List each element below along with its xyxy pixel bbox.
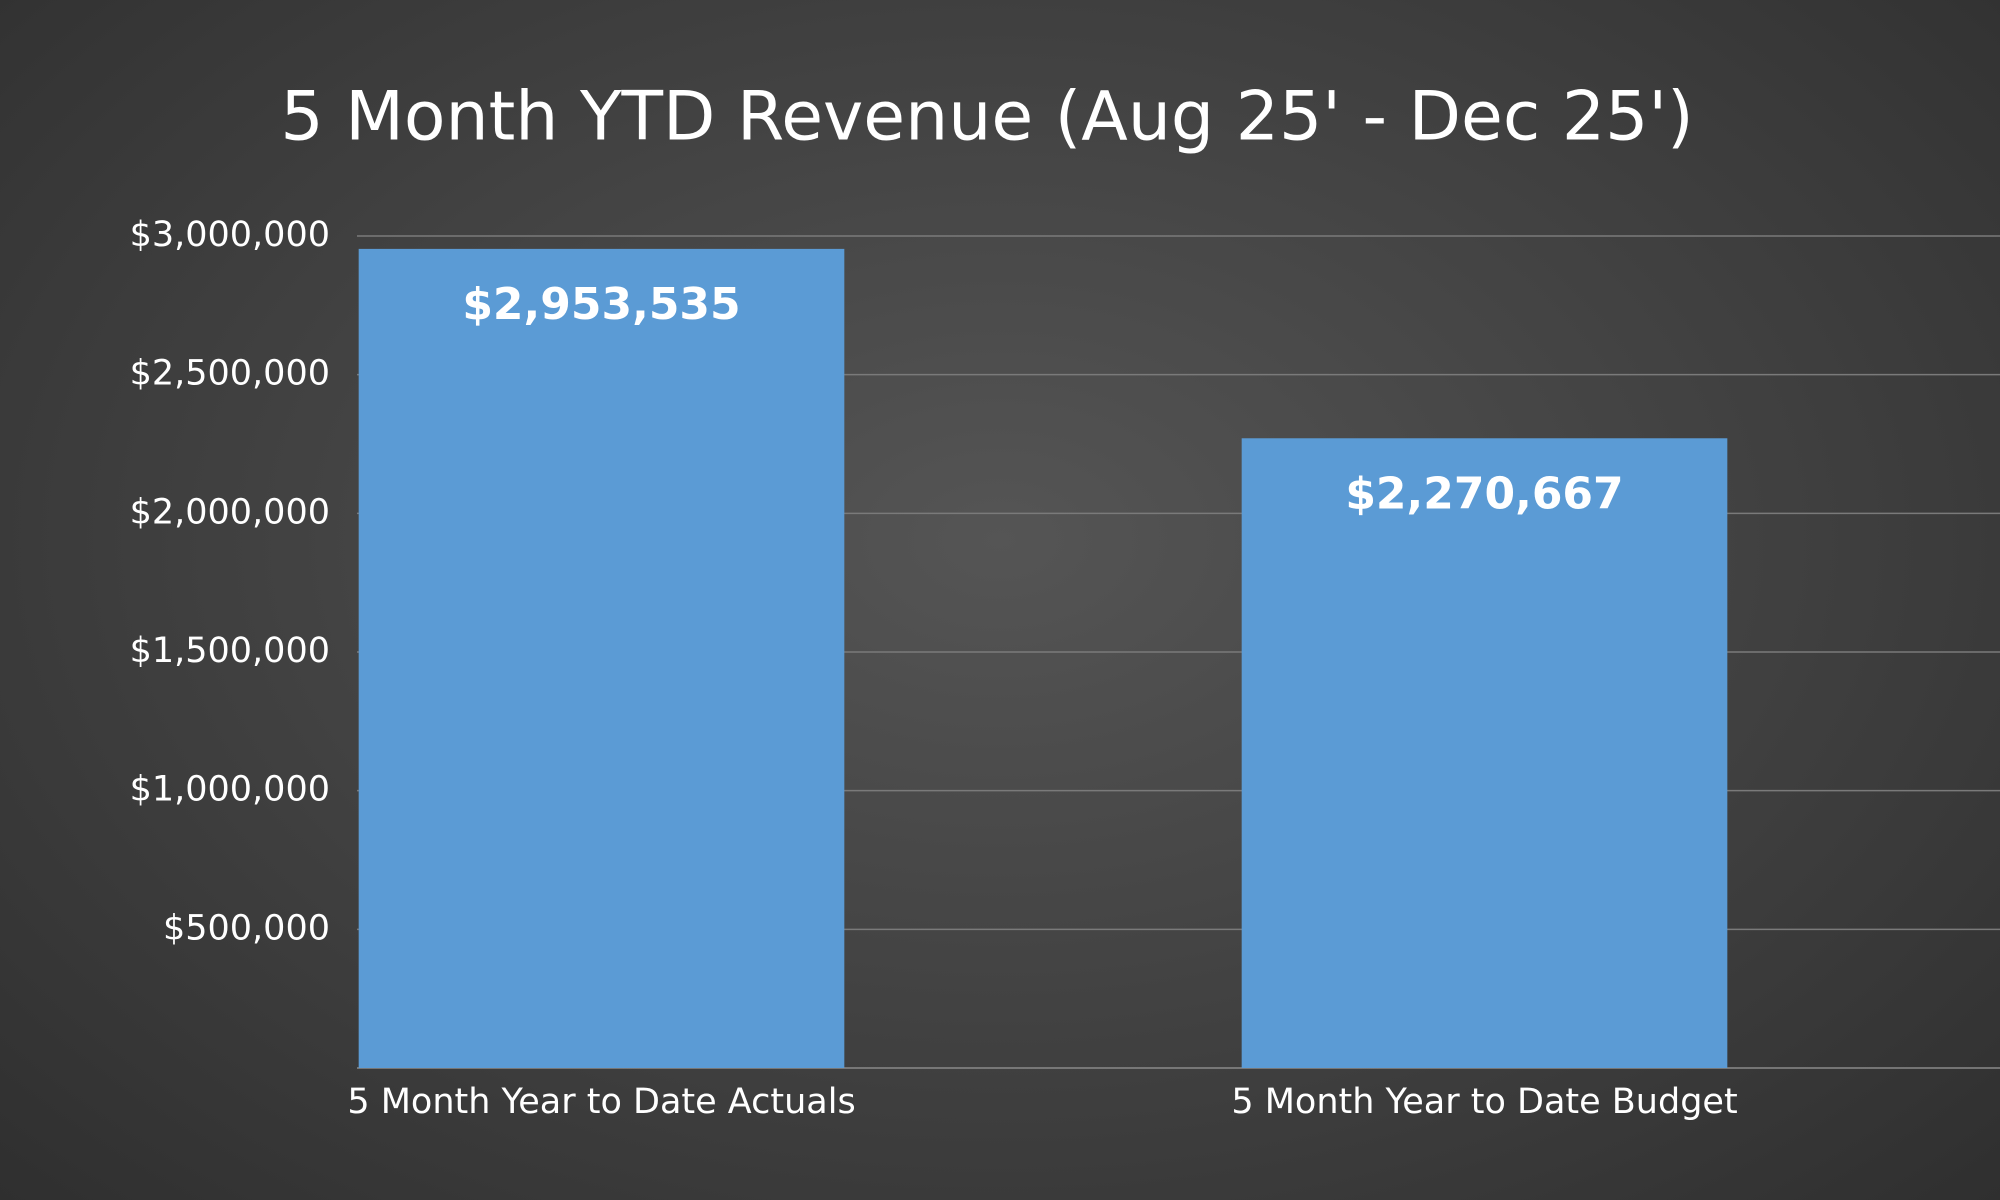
value-label: $2,953,535 xyxy=(462,279,740,330)
y-tick-label: $3,000,000 xyxy=(130,215,330,255)
y-tick-label: $1,000,000 xyxy=(130,770,330,810)
x-tick-label: 5 Month Year to Date Budget xyxy=(1231,1082,1737,1122)
bar xyxy=(1241,438,1728,1069)
y-tick-label: $2,500,000 xyxy=(130,354,330,394)
bar xyxy=(358,248,845,1068)
y-tick-label: $2,000,000 xyxy=(130,492,330,532)
x-tick-label: 5 Month Year to Date Actuals xyxy=(347,1082,855,1122)
y-tick-label: $1,500,000 xyxy=(130,631,330,671)
chart-title: 5 Month YTD Revenue (Aug 25' - Dec 25') xyxy=(280,78,1693,157)
y-tick-label: $500,000 xyxy=(163,908,330,948)
value-label: $2,270,667 xyxy=(1345,468,1623,519)
